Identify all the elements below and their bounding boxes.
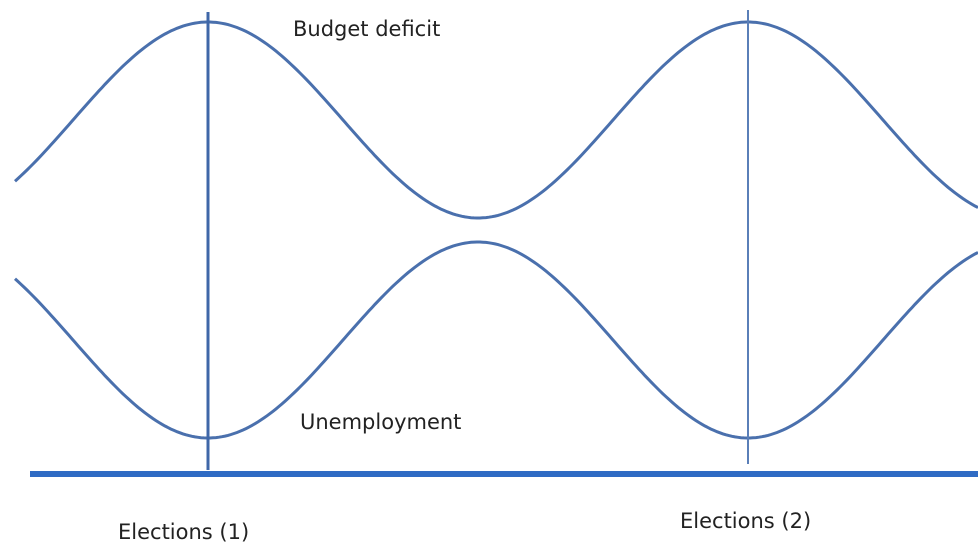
bottom-curve-label: Unemployment	[300, 410, 461, 434]
election-label: Elections (2)	[680, 509, 811, 533]
election-label: Elections (1)	[118, 520, 249, 544]
budget-deficit-curve	[13, 20, 978, 220]
top-curve-label: Budget deficit	[293, 17, 440, 41]
unemployment-curve	[13, 240, 978, 440]
